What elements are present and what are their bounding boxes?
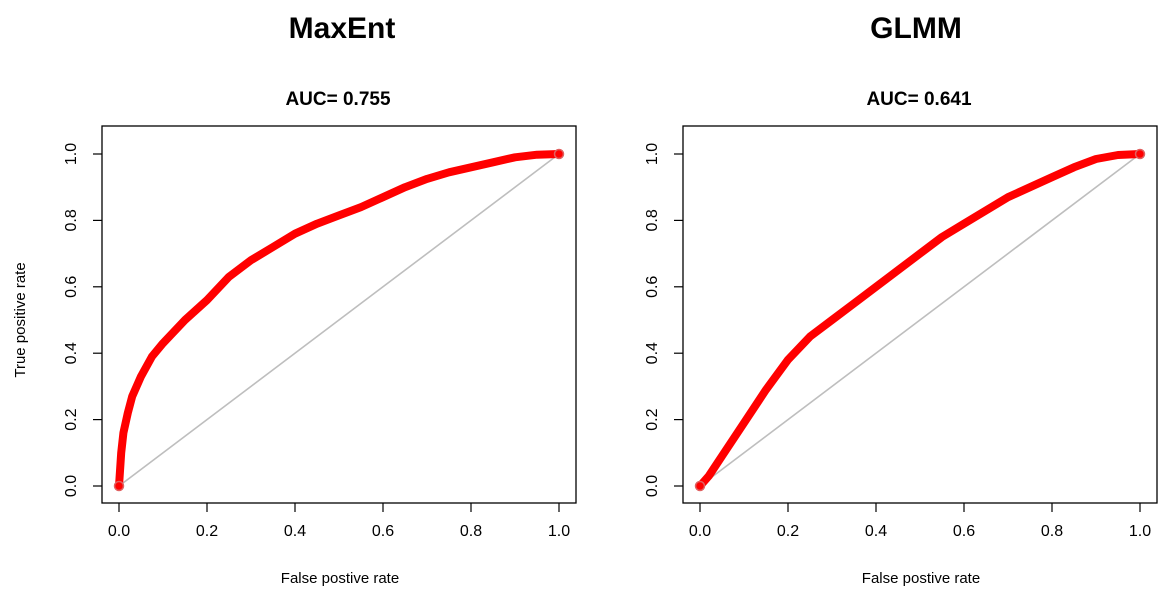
chart-title: GLMM <box>870 12 962 45</box>
x-tick-label: 0.6 <box>953 523 975 540</box>
x-tick-label: 0.2 <box>196 523 218 540</box>
y-axis-label: True positive rate <box>12 262 29 377</box>
reference-diagonal-series <box>699 153 1141 487</box>
x-tick-label: 1.0 <box>548 523 570 540</box>
y-tick-label: 0.8 <box>63 209 80 231</box>
glmm-panel: GLMM AUC= 0.641 False postive rate 0.0 0.… <box>581 0 1161 589</box>
x-axis-label: False postive rate <box>862 570 980 587</box>
x-tick-label: 0.6 <box>372 523 394 540</box>
plot-frame <box>101 125 577 504</box>
y-tick-label: 1.0 <box>63 143 80 165</box>
y-tick-label: 0.4 <box>63 342 80 364</box>
x-tick-label: 0.0 <box>108 523 130 540</box>
x-tick-label: 0.8 <box>460 523 482 540</box>
roc-endpoint-marker <box>113 480 125 492</box>
roc-curve-series <box>696 150 1144 490</box>
y-tick-label: 0.8 <box>644 209 661 231</box>
chart-subtitle: AUC= 0.755 <box>285 89 391 110</box>
y-tick-label: 0.6 <box>63 276 80 298</box>
reference-diagonal-series <box>118 153 560 487</box>
y-tick-label: 0.4 <box>644 342 661 364</box>
x-tick-label: 1.0 <box>1129 523 1151 540</box>
maxent-panel: MaxEnt AUC= 0.755 False postive rate Tru… <box>0 0 580 589</box>
y-tick-label: 0.2 <box>63 408 80 430</box>
glmm-chart: GLMM AUC= 0.641 False postive rate 0.0 0.… <box>644 12 1158 587</box>
x-axis-label: False postive rate <box>281 570 399 587</box>
roc-endpoint-marker <box>1134 148 1146 160</box>
x-tick-label: 0.8 <box>1041 523 1063 540</box>
roc-endpoint-marker <box>553 148 565 160</box>
y-tick-label: 1.0 <box>644 143 661 165</box>
roc-curve-series <box>115 150 563 490</box>
plot-frame <box>682 125 1158 504</box>
x-tick-label: 0.2 <box>777 523 799 540</box>
maxent-chart: MaxEnt AUC= 0.755 False postive rate Tru… <box>12 12 577 587</box>
x-tick-label: 0.0 <box>689 523 711 540</box>
x-tick-label: 0.4 <box>284 523 306 540</box>
chart-title: MaxEnt <box>289 12 396 45</box>
x-tick-label: 0.4 <box>865 523 887 540</box>
y-tick-label: 0.2 <box>644 408 661 430</box>
y-tick-label: 0.0 <box>644 475 661 497</box>
y-tick-label: 0.0 <box>63 475 80 497</box>
y-tick-label: 0.6 <box>644 276 661 298</box>
chart-subtitle: AUC= 0.641 <box>866 89 972 110</box>
roc-endpoint-marker <box>694 480 706 492</box>
